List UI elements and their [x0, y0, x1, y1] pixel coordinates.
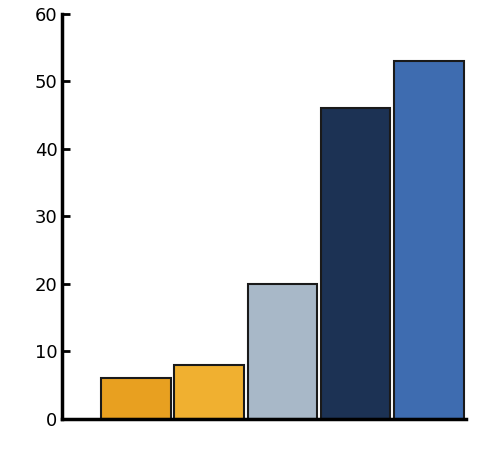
- Bar: [101, 378, 170, 419]
- Bar: [321, 108, 390, 419]
- Bar: [248, 283, 317, 419]
- Bar: [174, 364, 244, 419]
- Bar: [394, 61, 464, 419]
